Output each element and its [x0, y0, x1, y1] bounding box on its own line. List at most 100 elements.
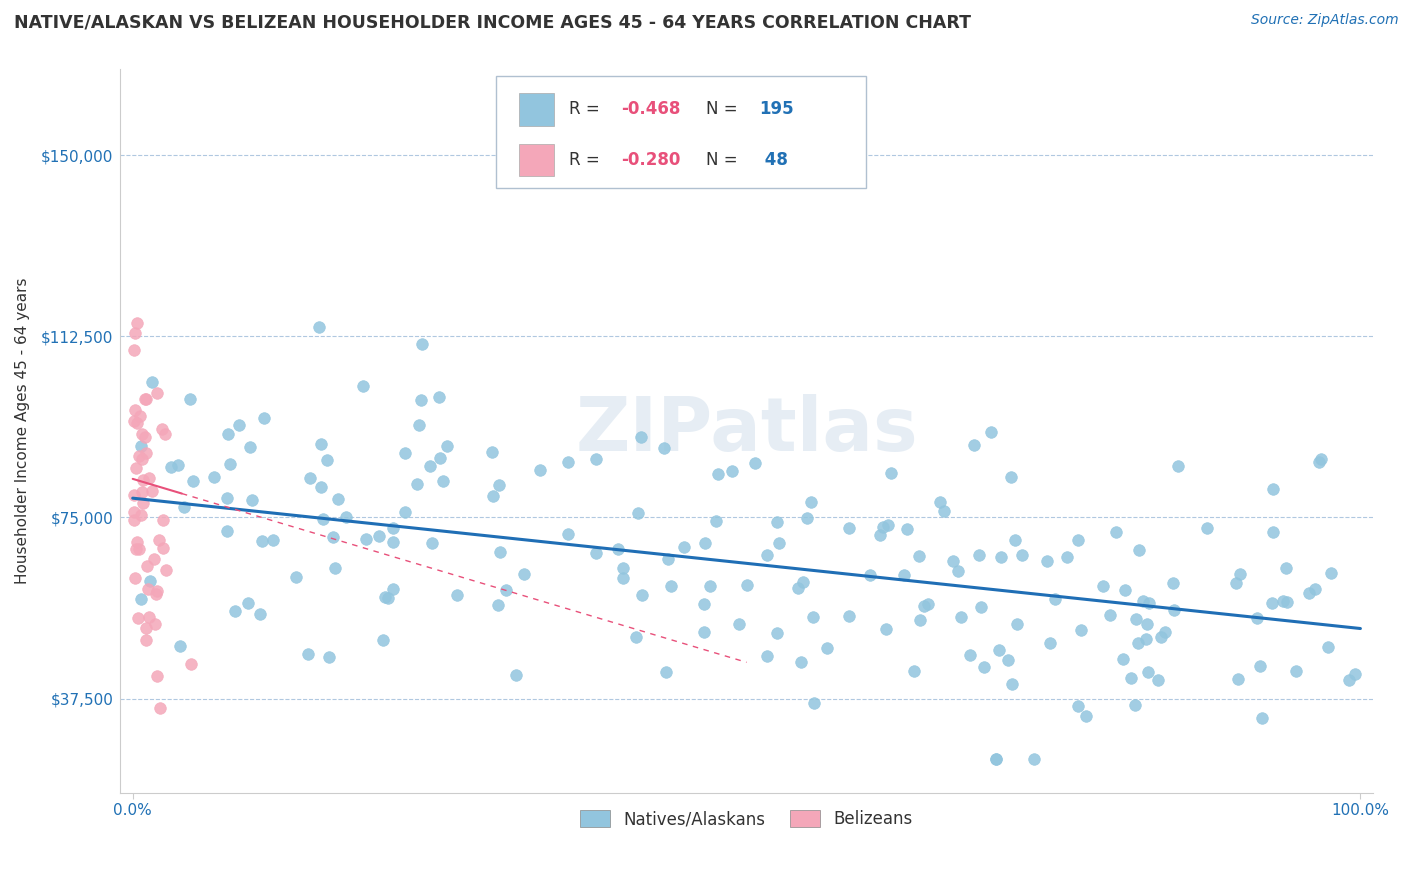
Point: [129, 592, 152, 607]
Point: [661, 579, 683, 593]
Point: [1114, 583, 1136, 598]
Point: [1308, 455, 1330, 469]
Point: [963, 438, 986, 452]
Point: [169, 639, 191, 653]
Point: [141, 375, 163, 389]
Text: -0.280: -0.280: [621, 151, 681, 169]
Point: [1105, 525, 1128, 540]
Point: [693, 536, 716, 550]
Point: [411, 393, 433, 408]
Point: [1005, 617, 1028, 632]
Point: [381, 535, 404, 549]
Point: [1024, 752, 1046, 766]
Point: [488, 545, 510, 559]
Point: [585, 451, 607, 466]
Point: [131, 485, 153, 500]
Point: [152, 513, 174, 527]
Point: [420, 536, 443, 550]
Point: [1261, 596, 1284, 610]
Point: [1310, 451, 1333, 466]
Point: [152, 422, 174, 436]
FancyBboxPatch shape: [519, 144, 554, 177]
Point: [1067, 698, 1090, 713]
Point: [146, 583, 169, 598]
Point: [934, 504, 956, 518]
Point: [1246, 610, 1268, 624]
Point: [311, 512, 333, 526]
Text: 48: 48: [759, 151, 787, 169]
Legend: Natives/Alaskans, Belizeans: Natives/Alaskans, Belizeans: [574, 804, 920, 835]
Point: [657, 552, 679, 566]
Point: [217, 427, 239, 442]
Point: [987, 643, 1010, 657]
Point: [125, 542, 148, 557]
Point: [145, 616, 167, 631]
Point: [735, 578, 758, 592]
Point: [790, 655, 813, 669]
Point: [446, 588, 468, 602]
Point: [131, 426, 153, 441]
Point: [990, 549, 1012, 564]
Point: [1303, 582, 1326, 596]
Text: N =: N =: [706, 151, 744, 169]
Point: [1136, 665, 1159, 680]
Point: [127, 610, 149, 624]
Point: [631, 588, 654, 602]
Point: [173, 500, 195, 514]
Point: [1261, 482, 1284, 496]
Point: [1225, 575, 1247, 590]
Point: [704, 514, 727, 528]
Point: [432, 474, 454, 488]
Point: [297, 648, 319, 662]
Point: [148, 533, 170, 547]
Point: [138, 471, 160, 485]
Point: [322, 530, 344, 544]
Point: [959, 648, 981, 662]
Y-axis label: Householder Income Ages 45 - 64 years: Householder Income Ages 45 - 64 years: [15, 277, 30, 584]
Point: [429, 451, 451, 466]
Point: [765, 515, 787, 529]
Point: [411, 337, 433, 351]
Point: [986, 752, 1008, 766]
Point: [1004, 533, 1026, 548]
Point: [1263, 525, 1285, 540]
Text: ZIPatlas: ZIPatlas: [575, 394, 918, 467]
Point: [612, 561, 634, 575]
Point: [1136, 617, 1159, 632]
Point: [607, 542, 630, 557]
Point: [654, 665, 676, 679]
Point: [1344, 666, 1367, 681]
Point: [124, 570, 146, 584]
Point: [869, 528, 891, 542]
Point: [132, 495, 155, 509]
Point: [128, 449, 150, 463]
Point: [1125, 612, 1147, 626]
Point: [181, 475, 204, 489]
Point: [228, 418, 250, 433]
Point: [179, 392, 201, 406]
Point: [1285, 664, 1308, 678]
Point: [1000, 470, 1022, 484]
Point: [912, 599, 935, 613]
Point: [180, 657, 202, 671]
Point: [394, 505, 416, 519]
FancyBboxPatch shape: [519, 93, 554, 126]
Point: [693, 597, 716, 611]
Point: [136, 559, 159, 574]
Text: R =: R =: [569, 151, 605, 169]
Point: [1154, 624, 1177, 639]
Point: [136, 582, 159, 596]
Point: [481, 489, 503, 503]
Point: [707, 467, 730, 482]
Point: [875, 622, 897, 636]
Point: [1317, 640, 1340, 654]
Point: [903, 665, 925, 679]
Point: [859, 568, 882, 582]
Point: [249, 607, 271, 621]
Point: [352, 379, 374, 393]
Point: [371, 633, 394, 648]
Point: [1249, 659, 1271, 673]
Point: [125, 534, 148, 549]
Point: [132, 473, 155, 487]
Point: [368, 529, 391, 543]
